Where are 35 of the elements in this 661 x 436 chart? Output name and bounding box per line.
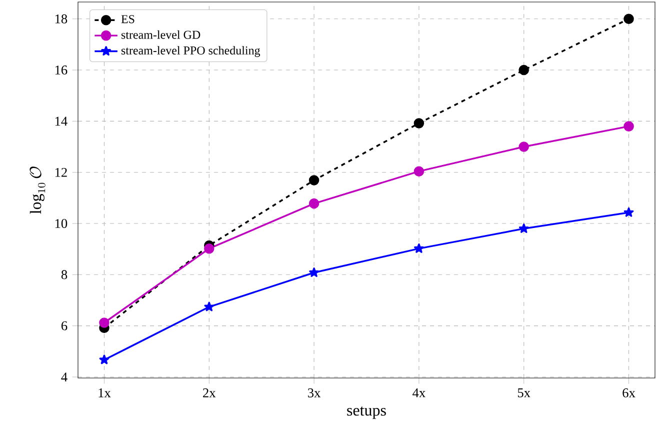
point: [414, 243, 424, 253]
legend-label: stream-level GD: [121, 30, 200, 39]
y-axis-title: $\log_{10}\mathcal{O}$: [30, 166, 46, 214]
point: [518, 223, 529, 233]
x-tick-label: 1x: [98, 388, 111, 398]
x-tick-label: 2x: [203, 388, 216, 398]
x-tick-label: 5x: [518, 388, 530, 398]
point: [624, 14, 634, 24]
y-tick-label: 14: [55, 116, 68, 126]
y-tick-label: 16: [55, 66, 68, 75]
y-tick-label: 18: [55, 14, 68, 24]
x-tick-label: 3x: [308, 388, 321, 398]
point: [624, 121, 634, 132]
point: [204, 302, 214, 312]
x-axis-title: setups: [347, 406, 386, 419]
point: [414, 118, 424, 128]
point: [309, 267, 319, 277]
point: [308, 175, 320, 186]
point: [518, 64, 529, 76]
y-tick-label: 12: [55, 168, 67, 177]
point: [414, 166, 424, 176]
point: [99, 354, 110, 364]
legend-label: stream-level PPO scheduling: [121, 46, 260, 57]
y-tick-label: 4: [61, 372, 68, 382]
y-tick-label: 8: [61, 270, 68, 280]
legend-label: ES: [121, 15, 134, 24]
x-tick-label: 6x: [622, 388, 636, 398]
point: [99, 318, 110, 328]
y-tick-label: 10: [55, 219, 68, 228]
point: [624, 207, 634, 217]
point: [518, 142, 529, 152]
y-tick-label: 6: [61, 321, 68, 330]
x-tick-label: 4x: [412, 388, 426, 398]
point: [204, 243, 214, 254]
point: [308, 198, 320, 209]
